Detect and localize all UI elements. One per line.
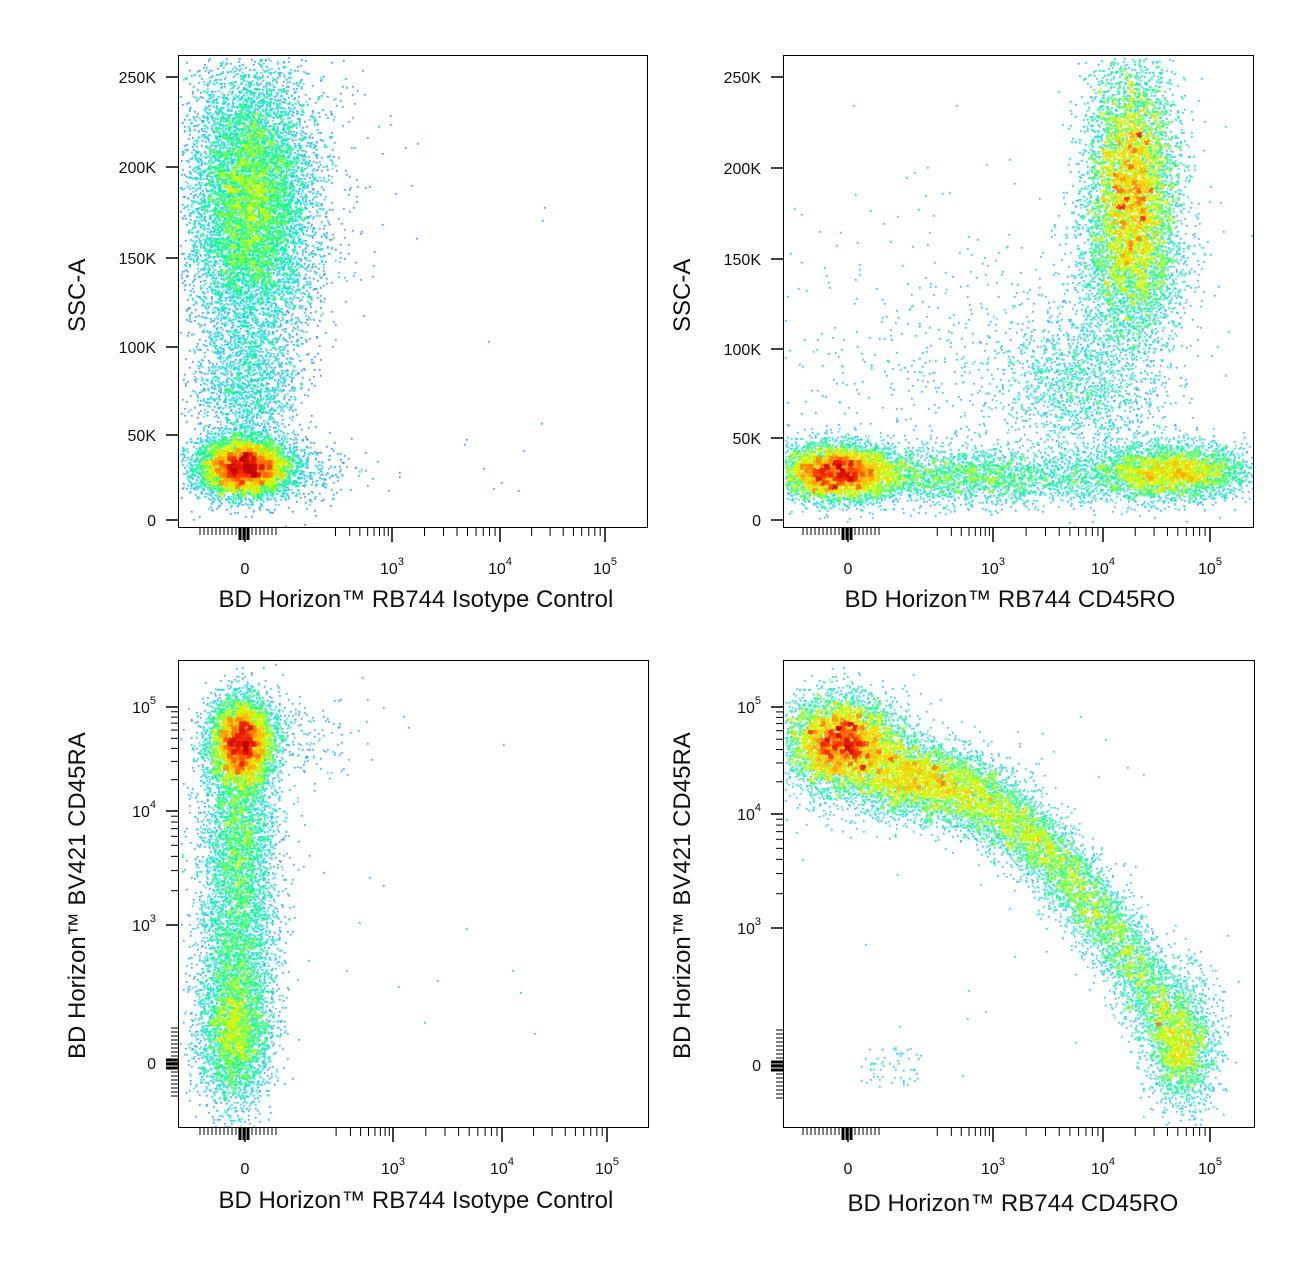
y-tick-label: 0: [147, 513, 156, 530]
y-tick-label: 200K: [724, 161, 762, 178]
x-tick-label: 0: [241, 1161, 250, 1178]
y-tick-label: 104: [737, 802, 761, 824]
y-tick-label: 104: [132, 799, 156, 821]
x-axis-label: BD Horizon™ RB744 Isotype Control: [218, 586, 614, 613]
y-tick-label: 0: [752, 1058, 761, 1075]
x-tick-label: 104: [1091, 1156, 1115, 1178]
y-tick-label: 250K: [724, 70, 762, 87]
y-tick-label: 105: [737, 695, 761, 717]
event-dots: [179, 661, 648, 1127]
x-tick-label: 103: [381, 1156, 405, 1178]
plot-area: [783, 55, 1254, 528]
plot-area: [178, 660, 649, 1128]
x-tick-label: 105: [1198, 1156, 1222, 1178]
y-tick-label: 100K: [724, 342, 762, 359]
y-tick-label: 103: [132, 913, 156, 935]
y-tick-label: 100K: [119, 340, 157, 357]
plot-area: [783, 660, 1255, 1128]
plot-area: [178, 55, 648, 528]
event-dots: [179, 56, 647, 527]
x-tick-label: 104: [490, 1156, 514, 1178]
y-tick-label: 103: [737, 916, 761, 938]
y-axis-label: BD Horizon™ BV421 CD45RA: [669, 731, 696, 1059]
x-tick-label: 0: [844, 1161, 853, 1178]
x-tick-label: 0: [844, 561, 853, 578]
y-tick-label: 200K: [119, 160, 157, 177]
y-tick-label: 0: [752, 513, 761, 530]
x-axis-label: BD Horizon™ RB744 Isotype Control: [218, 1187, 614, 1214]
x-tick-label: 103: [981, 556, 1005, 578]
y-tick-label: 0: [147, 1056, 156, 1073]
y-tick-label: 50K: [733, 431, 762, 448]
x-tick-label: 103: [981, 1156, 1005, 1178]
x-tick-label: 105: [1198, 556, 1222, 578]
x-tick-label: 105: [595, 1156, 619, 1178]
x-tick-label: 104: [1091, 556, 1115, 578]
x-tick-label: 0: [241, 561, 250, 578]
y-tick-label: 50K: [128, 428, 157, 445]
y-tick-label: 150K: [119, 251, 157, 268]
x-axis-label: BD Horizon™ RB744 CD45RO: [844, 586, 1176, 613]
y-tick-label: 105: [132, 695, 156, 717]
event-dots: [784, 661, 1254, 1127]
x-tick-label: 104: [488, 556, 512, 578]
event-dots: [784, 56, 1253, 527]
x-tick-label: 105: [593, 556, 617, 578]
x-tick-label: 103: [380, 556, 404, 578]
y-tick-label: 250K: [119, 70, 157, 87]
x-axis-label: BD Horizon™ RB744 CD45RO: [847, 1190, 1179, 1217]
y-tick-label: 150K: [724, 252, 762, 269]
